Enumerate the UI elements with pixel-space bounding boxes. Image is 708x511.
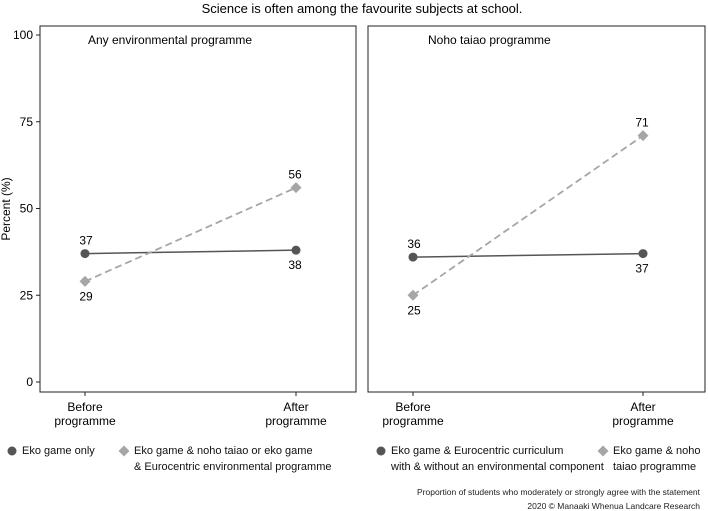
legend-right: Eko game & Eurocentric curriculum with & … bbox=[375, 443, 705, 483]
legend-label: Eko game & noho taiao programme bbox=[613, 445, 701, 473]
data-label: 25 bbox=[407, 303, 421, 317]
y-tick-label: 75 bbox=[20, 115, 34, 129]
x-tick-label: Before programme bbox=[382, 400, 444, 428]
data-label: 38 bbox=[288, 258, 302, 272]
data-label: 56 bbox=[288, 168, 302, 182]
data-point bbox=[290, 182, 302, 194]
plot-frame bbox=[39, 25, 357, 393]
panel-title: Noho taiao programme bbox=[428, 33, 551, 47]
legend-label: Eko game & Eurocentric curriculum with & … bbox=[391, 445, 604, 473]
legend-diamond-marker bbox=[118, 445, 130, 457]
series-line bbox=[84, 249, 297, 255]
y-tick-label: 50 bbox=[20, 202, 34, 216]
data-label: 37 bbox=[635, 262, 649, 276]
data-point bbox=[80, 249, 90, 259]
data-label: 71 bbox=[635, 116, 649, 130]
panel-title: Any environmental programme bbox=[88, 33, 252, 47]
legend-circle-marker bbox=[7, 446, 17, 456]
footnote: Proportion of students who moderately or… bbox=[416, 487, 700, 497]
series-line bbox=[412, 252, 644, 258]
data-point bbox=[79, 275, 91, 287]
legend-label: Eko game only bbox=[22, 445, 95, 457]
y-tick-label: 0 bbox=[26, 375, 33, 389]
panel-2: Noho taiao programme Before programme After… bbox=[367, 25, 706, 428]
y-axis-label: Percent (%) bbox=[0, 177, 13, 240]
chart-panels: Any environmental programme 0 25 50 75 100 Bef… bbox=[13, 25, 706, 428]
y-tick-label: 25 bbox=[20, 288, 34, 302]
plot-frame bbox=[367, 25, 706, 393]
y-tick-label: 100 bbox=[13, 28, 33, 42]
series-line bbox=[412, 134, 644, 296]
data-label: 36 bbox=[407, 237, 421, 251]
x-tick-label: After programme bbox=[265, 400, 327, 428]
panel-1: Any environmental programme 0 25 50 75 100 Bef… bbox=[13, 25, 357, 428]
chart-title: Science is often among the favourite sub… bbox=[202, 1, 523, 16]
x-tick-label: Before programme bbox=[54, 400, 116, 428]
legend-left: Eko game only Eko game & noho taiao or ek… bbox=[6, 443, 356, 483]
data-label: 37 bbox=[79, 234, 93, 248]
legend-diamond-marker bbox=[597, 445, 609, 457]
data-point bbox=[638, 249, 648, 259]
data-point bbox=[637, 130, 649, 142]
series-line bbox=[84, 186, 297, 283]
legend-circle-marker bbox=[376, 446, 386, 456]
data-point bbox=[408, 252, 418, 262]
legend-label: Eko game & noho taiao or eko game & Euroc… bbox=[134, 445, 332, 473]
x-tick-label: After programme bbox=[612, 400, 674, 428]
data-point bbox=[291, 245, 301, 255]
data-label: 29 bbox=[79, 289, 93, 303]
credit: 2020 © Manaaki Whenua Landcare Research bbox=[527, 501, 700, 511]
data-point bbox=[407, 289, 419, 301]
